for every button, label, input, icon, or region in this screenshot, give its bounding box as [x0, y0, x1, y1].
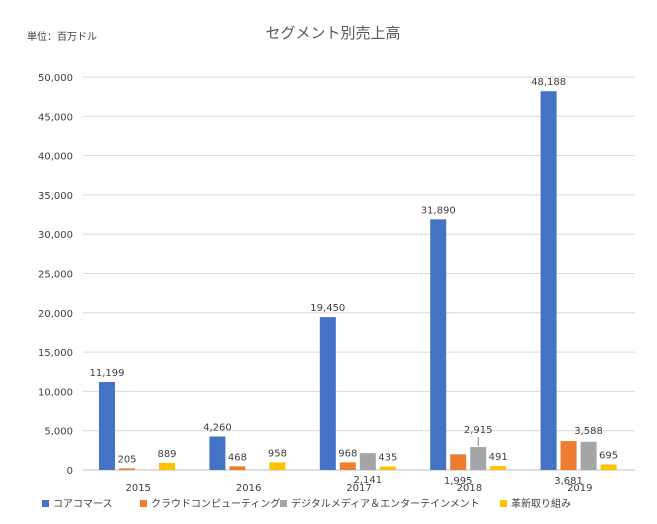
bar-革新取り組み — [269, 462, 286, 470]
data-label: 958 — [268, 448, 287, 459]
y-tick-label: 15,000 — [38, 348, 73, 359]
legend-swatch — [280, 500, 287, 507]
y-tick-label: 0 — [67, 466, 73, 477]
data-label: 205 — [117, 454, 136, 465]
y-tick-label: 30,000 — [38, 230, 73, 241]
bar-クラウドコンピューティング — [450, 454, 467, 470]
legend-label: コアコマース — [53, 499, 113, 510]
legend-swatch — [42, 500, 49, 507]
legend-label: デジタルメディア＆エンターテインメント — [291, 497, 480, 510]
x-axis: 2015 2016 2017 2018 2019 — [125, 483, 592, 494]
chart-title: セグメント別売上高 — [265, 24, 400, 42]
legend-swatch — [500, 500, 507, 507]
data-label: 11,199 — [90, 368, 125, 379]
bar-コアコマース — [319, 317, 336, 470]
bar-デジタルメディア＆エンターテインメント — [580, 441, 597, 470]
bar-革新取り組み — [600, 464, 617, 470]
bar-コアコマース — [540, 91, 557, 471]
y-tick-label: 25,000 — [38, 270, 73, 281]
x-tick-label: 2019 — [567, 483, 592, 494]
legend-label: 革新取り組み — [511, 497, 571, 510]
data-label: 4,260 — [203, 423, 232, 434]
data-label: 31,890 — [421, 205, 456, 216]
y-tick-label: 10,000 — [38, 387, 73, 398]
y-axis: 0 5,000 10,000 15,000 20,000 25,000 30,000 35,0… — [38, 73, 73, 477]
data-label: 2,915 — [464, 425, 493, 436]
legend-label: クラウドコンピューティング — [151, 497, 280, 510]
data-label: 889 — [157, 449, 176, 460]
data-label: 968 — [338, 448, 357, 459]
x-tick-label: 2018 — [457, 483, 482, 494]
data-label: 695 — [599, 451, 618, 462]
bar-クラウドコンピューティング — [560, 441, 577, 470]
data-label: 435 — [378, 453, 397, 464]
data-label: 1,995 — [444, 476, 473, 487]
data-label: 3,681 — [554, 476, 583, 487]
bar-クラウドコンピューティング — [339, 462, 356, 470]
data-labels: 11,199 205 889 4,260 468 958 19,450 968 2,141 435… — [90, 77, 619, 487]
legend: コアコマース クラウドコンピューティング デジタルメディア＆エンターテインメント 革新… — [42, 497, 571, 510]
y-tick-label: 45,000 — [38, 112, 73, 123]
bar-デジタルメディア＆エンターテインメント — [359, 453, 376, 470]
bar-コアコマース — [430, 219, 447, 470]
y-tick-label: 40,000 — [38, 152, 73, 163]
bar-コアコマース — [209, 436, 226, 470]
bar-デジタルメディア＆エンターテインメント — [470, 447, 487, 470]
x-tick-label: 2016 — [236, 483, 261, 494]
data-label: 48,188 — [531, 77, 566, 88]
data-label: 2,141 — [353, 475, 382, 486]
data-label: 3,588 — [574, 426, 603, 437]
data-label: 468 — [228, 452, 247, 463]
x-tick-label: 2015 — [125, 483, 150, 494]
unit-label: 単位：百万ドル — [27, 30, 97, 43]
y-tick-label: 35,000 — [38, 191, 73, 202]
data-label: 19,450 — [310, 303, 345, 314]
legend-swatch — [140, 500, 147, 507]
bar-コアコマース — [99, 381, 115, 470]
bar-革新取り組み — [159, 463, 175, 470]
bars — [99, 91, 617, 471]
bar-クラウドコンピューティング — [119, 468, 135, 470]
y-tick-label: 50,000 — [38, 73, 73, 84]
bar-革新取り組み — [490, 466, 507, 470]
x-tick-label: 2017 — [346, 483, 371, 494]
y-tick-label: 20,000 — [38, 309, 73, 320]
data-label: 491 — [489, 452, 508, 463]
bar-革新取り組み — [379, 466, 396, 470]
y-tick-label: 5,000 — [44, 427, 73, 438]
bar-クラウドコンピューティング — [229, 466, 246, 470]
